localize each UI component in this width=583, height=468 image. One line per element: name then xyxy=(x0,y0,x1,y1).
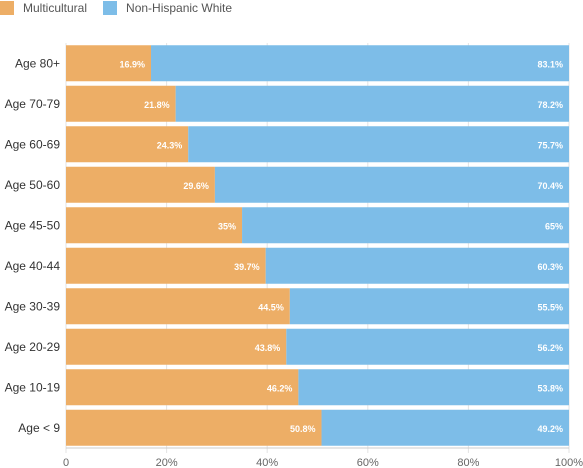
bar-non-hispanic-white[interactable] xyxy=(188,126,569,163)
x-tick-label: 0 xyxy=(63,457,69,468)
category-label: Age 50-60 xyxy=(5,178,61,192)
category-label: Age 80+ xyxy=(15,56,60,70)
legend-label-non-hispanic-white: Non-Hispanic White xyxy=(126,1,233,15)
category-label: Age 40-44 xyxy=(5,259,61,273)
data-label-non-hispanic-white: 49.2% xyxy=(537,424,563,434)
x-tick-label: 40% xyxy=(256,457,278,468)
data-label-non-hispanic-white: 83.1% xyxy=(537,59,563,69)
category-label: Age 20-29 xyxy=(5,340,61,354)
legend-item-non-hispanic-white[interactable]: Non-Hispanic White xyxy=(103,1,232,15)
category-label: Age 30-39 xyxy=(5,299,61,313)
x-axis-ticks: 0 20% 40% 60% 80% 100% xyxy=(63,457,583,468)
data-label-multicultural: 44.5% xyxy=(258,302,284,312)
category-label: Age < 9 xyxy=(18,421,60,435)
bar-non-hispanic-white[interactable] xyxy=(321,409,569,446)
data-label-multicultural: 43.8% xyxy=(255,343,281,353)
legend-swatch-multicultural xyxy=(0,1,14,15)
bar-multicultural[interactable] xyxy=(66,45,152,82)
data-label-non-hispanic-white: 75.7% xyxy=(537,140,563,150)
data-label-multicultural: 16.9% xyxy=(119,59,145,69)
bar-non-hispanic-white[interactable] xyxy=(175,85,570,122)
data-label-non-hispanic-white: 55.5% xyxy=(537,302,563,312)
bar-non-hispanic-white[interactable] xyxy=(242,207,570,244)
bar-multicultural[interactable] xyxy=(66,247,266,284)
bar-non-hispanic-white[interactable] xyxy=(286,328,569,365)
category-labels: Age 80+ Age 70-79 Age 60-69 Age 50-60 Age 45… xyxy=(5,56,61,435)
category-label: Age 70-79 xyxy=(5,97,61,111)
category-label: Age 60-69 xyxy=(5,137,61,151)
x-tick-label: 80% xyxy=(457,457,479,468)
bar-non-hispanic-white[interactable] xyxy=(151,45,569,82)
data-label-multicultural: 24.3% xyxy=(157,140,183,150)
legend-item-multicultural[interactable]: Multicultural xyxy=(0,1,87,15)
legend-swatch-non-hispanic-white xyxy=(103,1,118,15)
legend-label-multicultural: Multicultural xyxy=(23,1,88,15)
data-label-non-hispanic-white: 65% xyxy=(545,221,563,231)
data-label-multicultural: 35% xyxy=(218,221,236,231)
category-label: Age 10-19 xyxy=(5,380,61,394)
data-label-non-hispanic-white: 78.2% xyxy=(537,100,563,110)
data-label-multicultural: 21.8% xyxy=(144,100,170,110)
data-label-multicultural: 39.7% xyxy=(234,262,260,272)
data-label-multicultural: 46.2% xyxy=(267,383,293,393)
data-label-non-hispanic-white: 60.3% xyxy=(537,262,563,272)
bar-multicultural[interactable] xyxy=(66,166,215,203)
bar-non-hispanic-white[interactable] xyxy=(265,247,569,284)
bar-multicultural[interactable] xyxy=(66,288,290,325)
bar-multicultural[interactable] xyxy=(66,85,176,122)
x-tick-label: 100% xyxy=(555,457,583,468)
bar-non-hispanic-white[interactable] xyxy=(214,166,569,203)
bar-multicultural[interactable] xyxy=(66,126,189,163)
chart-legend: Multicultural Non-Hispanic White xyxy=(0,0,248,16)
data-label-non-hispanic-white: 56.2% xyxy=(537,343,563,353)
data-label-multicultural: 50.8% xyxy=(290,424,316,434)
bar-non-hispanic-white[interactable] xyxy=(289,288,569,325)
bar-multicultural[interactable] xyxy=(66,207,243,244)
x-tick-label: 60% xyxy=(357,457,379,468)
bar-multicultural[interactable] xyxy=(66,369,299,406)
data-label-multicultural: 29.6% xyxy=(183,181,209,191)
category-label: Age 45-50 xyxy=(5,218,61,232)
bars: 16.9% 83.1% 21.8% 78.2% 24.3% 75.7% 29.6% 70.4%… xyxy=(66,45,570,446)
bar-multicultural[interactable] xyxy=(66,409,322,446)
bar-non-hispanic-white[interactable] xyxy=(298,369,569,406)
bar-multicultural[interactable] xyxy=(66,328,287,365)
x-tick-label: 20% xyxy=(156,457,178,468)
data-label-non-hispanic-white: 70.4% xyxy=(537,181,563,191)
data-label-non-hispanic-white: 53.8% xyxy=(537,383,563,393)
